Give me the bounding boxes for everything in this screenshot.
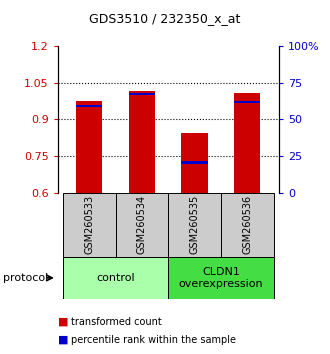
Bar xyxy=(63,257,168,299)
Text: protocol: protocol xyxy=(3,273,49,283)
Text: ■: ■ xyxy=(58,317,68,327)
Bar xyxy=(168,257,274,299)
Text: CLDN1
overexpression: CLDN1 overexpression xyxy=(179,267,263,289)
Text: control: control xyxy=(96,273,135,283)
Text: GDS3510 / 232350_x_at: GDS3510 / 232350_x_at xyxy=(89,12,241,25)
Text: GSM260533: GSM260533 xyxy=(84,195,94,255)
Bar xyxy=(168,193,221,257)
Bar xyxy=(76,101,103,193)
Text: GSM260535: GSM260535 xyxy=(190,195,200,255)
Bar xyxy=(129,91,155,193)
Bar xyxy=(63,193,116,257)
Bar xyxy=(234,101,260,103)
Bar xyxy=(182,161,208,164)
Bar xyxy=(234,92,260,193)
Bar xyxy=(182,133,208,193)
Text: GSM260534: GSM260534 xyxy=(137,195,147,255)
Text: ■: ■ xyxy=(58,335,68,345)
Text: GSM260536: GSM260536 xyxy=(242,195,252,255)
Text: percentile rank within the sample: percentile rank within the sample xyxy=(71,335,236,345)
Bar xyxy=(76,105,103,107)
Bar xyxy=(129,92,155,95)
Bar xyxy=(221,193,274,257)
Bar xyxy=(115,193,168,257)
Text: transformed count: transformed count xyxy=(71,317,162,327)
